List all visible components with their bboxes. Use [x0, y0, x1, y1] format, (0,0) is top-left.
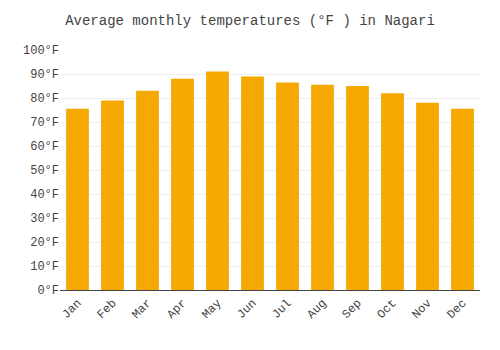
svg-text:Oct: Oct	[374, 297, 399, 322]
svg-text:10°F: 10°F	[30, 260, 59, 274]
svg-text:80°F: 80°F	[30, 92, 59, 106]
svg-text:Dec: Dec	[444, 297, 469, 322]
svg-text:50°F: 50°F	[30, 164, 59, 178]
svg-text:70°F: 70°F	[30, 116, 59, 130]
svg-text:20°F: 20°F	[30, 236, 59, 250]
svg-text:60°F: 60°F	[30, 140, 59, 154]
svg-text:Nov: Nov	[409, 297, 434, 322]
svg-text:Aug: Aug	[304, 297, 329, 322]
svg-text:30°F: 30°F	[30, 212, 59, 226]
svg-text:Jan: Jan	[59, 297, 84, 322]
svg-text:Average monthly temperatures (: Average monthly temperatures (°F ) in Na…	[65, 13, 435, 29]
svg-text:Jun: Jun	[234, 297, 259, 322]
svg-text:May: May	[199, 297, 224, 322]
svg-text:100°F: 100°F	[23, 44, 59, 58]
svg-text:Jul: Jul	[269, 297, 294, 322]
svg-text:Feb: Feb	[94, 297, 119, 322]
svg-text:0°F: 0°F	[37, 284, 59, 298]
svg-text:40°F: 40°F	[30, 188, 59, 202]
svg-text:Apr: Apr	[164, 297, 189, 322]
svg-text:Mar: Mar	[129, 297, 154, 322]
svg-text:Sep: Sep	[339, 297, 364, 322]
svg-text:90°F: 90°F	[30, 68, 59, 82]
